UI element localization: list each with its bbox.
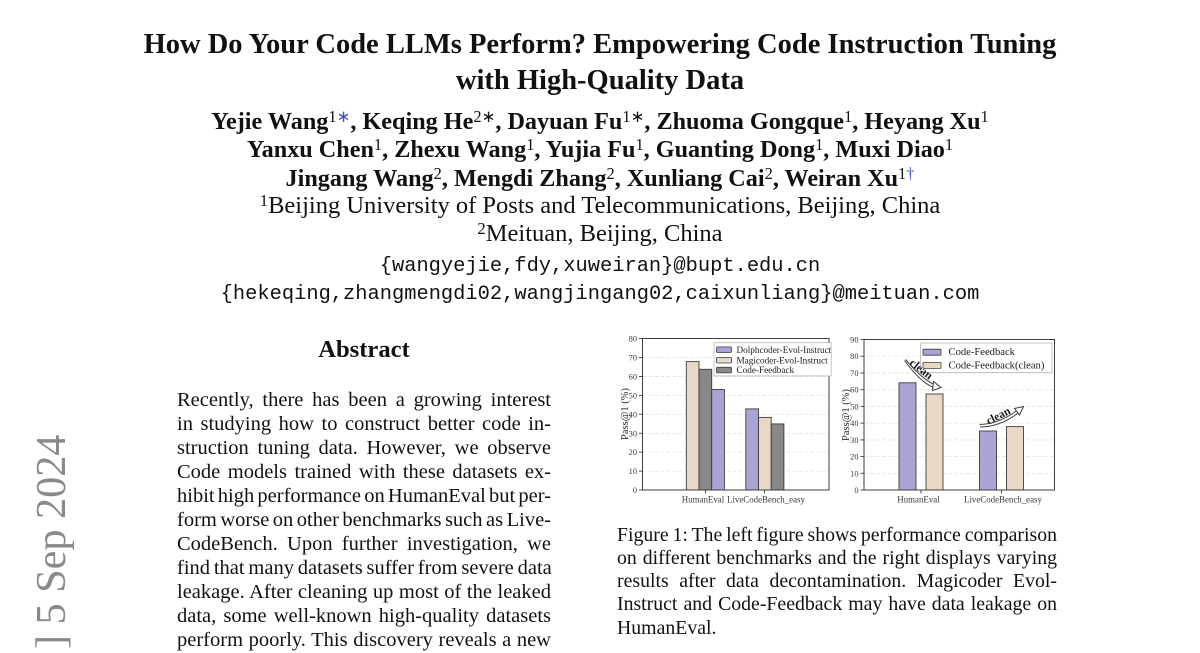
svg-text:50: 50 [850, 402, 858, 411]
svg-text:60: 60 [850, 386, 858, 395]
svg-text:30: 30 [629, 429, 637, 438]
svg-text:HumanEval: HumanEval [897, 495, 940, 505]
svg-text:LiveCodeBench_easy: LiveCodeBench_easy [964, 495, 1042, 505]
svg-text:0: 0 [854, 486, 858, 495]
svg-text:Code-Feedback: Code-Feedback [949, 347, 1016, 358]
svg-text:arXiv:2409.03810v1 [cs.CL] 5 S: arXiv:2409.03810v1 [cs.CL] 5 Sep 2024 [28, 435, 75, 648]
svg-text:HumanEval: HumanEval [682, 495, 725, 505]
svg-text:10: 10 [629, 467, 637, 476]
svg-text:20: 20 [850, 453, 858, 462]
svg-text:20: 20 [629, 448, 637, 457]
svg-text:50: 50 [629, 391, 637, 400]
svg-text:60: 60 [629, 373, 637, 382]
svg-text:0: 0 [633, 486, 637, 495]
svg-text:10: 10 [850, 469, 858, 478]
svg-text:Pass@1 (%): Pass@1 (%) [841, 389, 852, 441]
svg-text:40: 40 [629, 410, 637, 419]
svg-text:90: 90 [850, 336, 858, 345]
svg-text:Code-Feedback(clean): Code-Feedback(clean) [949, 360, 1045, 371]
svg-text:40: 40 [850, 419, 858, 428]
svg-text:70: 70 [629, 354, 637, 363]
svg-text:Code-Feedback: Code-Feedback [737, 365, 795, 375]
svg-text:LiveCodeBench_easy: LiveCodeBench_easy [727, 495, 805, 505]
svg-text:70: 70 [850, 369, 858, 378]
svg-text:Magicoder-Evol-Instruct: Magicoder-Evol-Instruct [737, 355, 829, 365]
svg-text:80: 80 [629, 335, 637, 344]
svg-text:30: 30 [850, 436, 858, 445]
svg-text:Dolphcoder-Evol-Instruct: Dolphcoder-Evol-Instruct [737, 345, 832, 355]
svg-text:Pass@1 (%): Pass@1 (%) [620, 388, 631, 440]
svg-text:80: 80 [850, 352, 858, 361]
